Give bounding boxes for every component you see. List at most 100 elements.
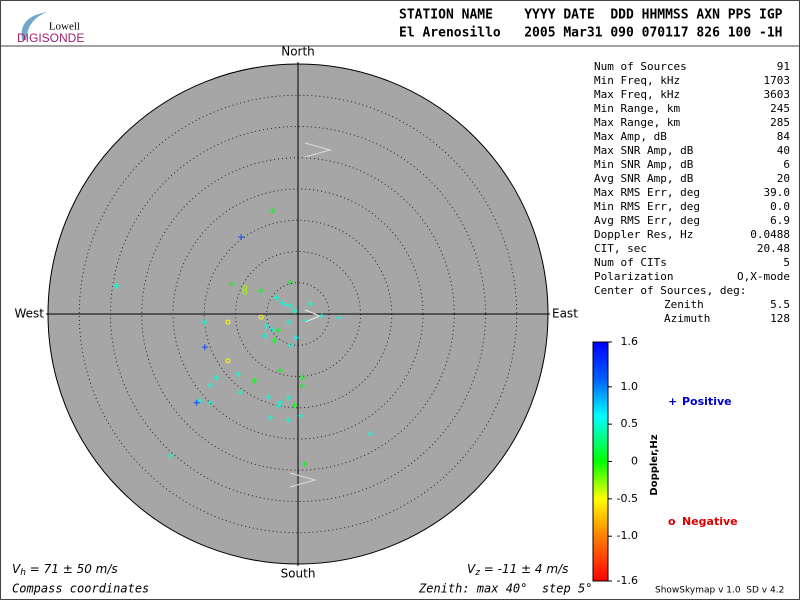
legend-symbol: o	[668, 515, 676, 528]
source-plus	[286, 342, 293, 349]
stat-label: CIT, sec	[594, 242, 647, 255]
stat-value: 3603	[764, 88, 791, 101]
stat-label: Min Range, km	[594, 102, 680, 115]
chevron	[289, 472, 317, 488]
stat-label: Max Amp, dB	[594, 130, 667, 143]
stat-value: 20	[777, 172, 790, 185]
source-plus	[235, 371, 241, 377]
source-plus	[206, 382, 213, 389]
colorbar-tick-label: 0.5	[621, 417, 639, 430]
logo-bottom: DIGISONDE	[17, 31, 84, 45]
source-plus	[270, 326, 276, 333]
center-value: 128	[770, 312, 790, 325]
source-plus	[261, 332, 268, 339]
source-plus	[276, 399, 283, 406]
source-plus	[291, 307, 298, 314]
source-plus	[285, 319, 291, 326]
stat-label: Max RMS Err, deg	[594, 186, 700, 199]
direction-label: South	[281, 567, 316, 581]
source-plus	[293, 334, 300, 341]
source-plus	[301, 461, 308, 467]
zenith-note: Zenith: max 40° step 5°	[418, 582, 592, 596]
source-plus	[166, 452, 173, 459]
source-plus	[298, 412, 305, 419]
colorbar-tick-label: -1.6	[617, 574, 638, 587]
source-plus	[265, 394, 271, 401]
source-plus	[193, 399, 200, 406]
source-plus	[336, 314, 343, 321]
vz-label: Vz = -11 ± 4 m/s	[467, 562, 568, 578]
source-plus	[238, 234, 245, 241]
source-plus	[201, 319, 208, 326]
direction-label: East	[552, 307, 578, 321]
header-line: El Arenosillo 2005 Mar31 090 070117 826 …	[399, 26, 783, 41]
stat-label: Polarization	[594, 270, 673, 283]
stat-label: Min SNR Amp, dB	[594, 158, 694, 171]
chevron	[304, 142, 332, 158]
source-plus	[286, 279, 293, 286]
legend-name: Negative	[682, 515, 738, 528]
stat-label: Avg SNR Amp, dB	[594, 172, 694, 185]
source-plus	[213, 374, 220, 381]
source-circle	[258, 314, 264, 320]
source-plus	[298, 382, 305, 389]
source-plus	[273, 294, 280, 301]
logo-top: Lowell	[49, 21, 80, 33]
stat-label: Min RMS Err, deg	[594, 200, 700, 213]
source-plus	[291, 402, 298, 409]
stat-value: 6.9	[770, 214, 790, 227]
source-circle	[225, 319, 231, 325]
stat-value: 0.0488	[750, 228, 790, 241]
stat-value: 0.0	[770, 200, 790, 213]
source-plus	[206, 399, 213, 406]
vh-label: Vh = 71 ± 50 m/s	[12, 562, 118, 578]
source-plus	[228, 281, 235, 287]
colorbar-tick-label: -1.0	[617, 529, 638, 542]
stat-value: 84	[777, 130, 791, 143]
header-line: STATION NAME YYYY DATE DDD HHMMSS AXN PP…	[399, 8, 783, 23]
stat-value: 5	[783, 256, 790, 269]
source-plus	[318, 312, 325, 319]
stat-label: Avg RMS Err, deg	[594, 214, 700, 227]
source-circle	[225, 358, 231, 364]
direction-label: West	[14, 307, 44, 321]
source-plus	[275, 327, 281, 334]
source-plus	[286, 302, 293, 309]
stat-value: 39.0	[764, 186, 791, 199]
coords-note: Compass coordinates	[12, 582, 149, 596]
colorbar	[592, 341, 609, 582]
source-plus	[282, 301, 289, 308]
stat-value: 285	[770, 116, 790, 129]
stat-label: Min Freq, kHz	[594, 74, 680, 87]
colorbar-label: Doppler,Hz	[649, 434, 660, 495]
center-label: Azimuth	[664, 312, 710, 325]
source-plus	[266, 414, 273, 421]
colorbar-tick-label: 1.0	[621, 380, 639, 393]
source-plus	[285, 394, 291, 401]
stat-value: 245	[770, 102, 790, 115]
source-plus	[275, 402, 281, 409]
source-plus	[271, 337, 278, 344]
source-plus	[251, 377, 258, 384]
stat-value: 40	[777, 144, 790, 157]
stat-value: O,X-mode	[737, 270, 790, 283]
stat-value: 91	[777, 60, 790, 73]
source-plus	[258, 287, 265, 294]
colorbar-tick-label: -0.5	[617, 492, 638, 505]
legend-symbol: +	[668, 395, 677, 408]
source-plus	[285, 417, 291, 424]
stat-label: Doppler Res, Hz	[594, 228, 693, 241]
source-plus	[196, 397, 203, 404]
stat-label: Max Range, km	[594, 116, 680, 129]
source-circle	[242, 289, 248, 295]
source-plus	[236, 389, 243, 396]
source-plus	[270, 207, 276, 214]
version: ShowSkymap v 1.0 SD v 4.2	[655, 586, 784, 596]
source-plus	[302, 317, 309, 324]
legend-name: Positive	[682, 395, 732, 408]
logo-swoosh	[21, 12, 48, 40]
stat-label: Max SNR Amp, dB	[594, 144, 694, 157]
source-plus	[366, 431, 373, 437]
stat-value: 6	[783, 158, 790, 171]
center-label: Zenith	[664, 298, 704, 311]
